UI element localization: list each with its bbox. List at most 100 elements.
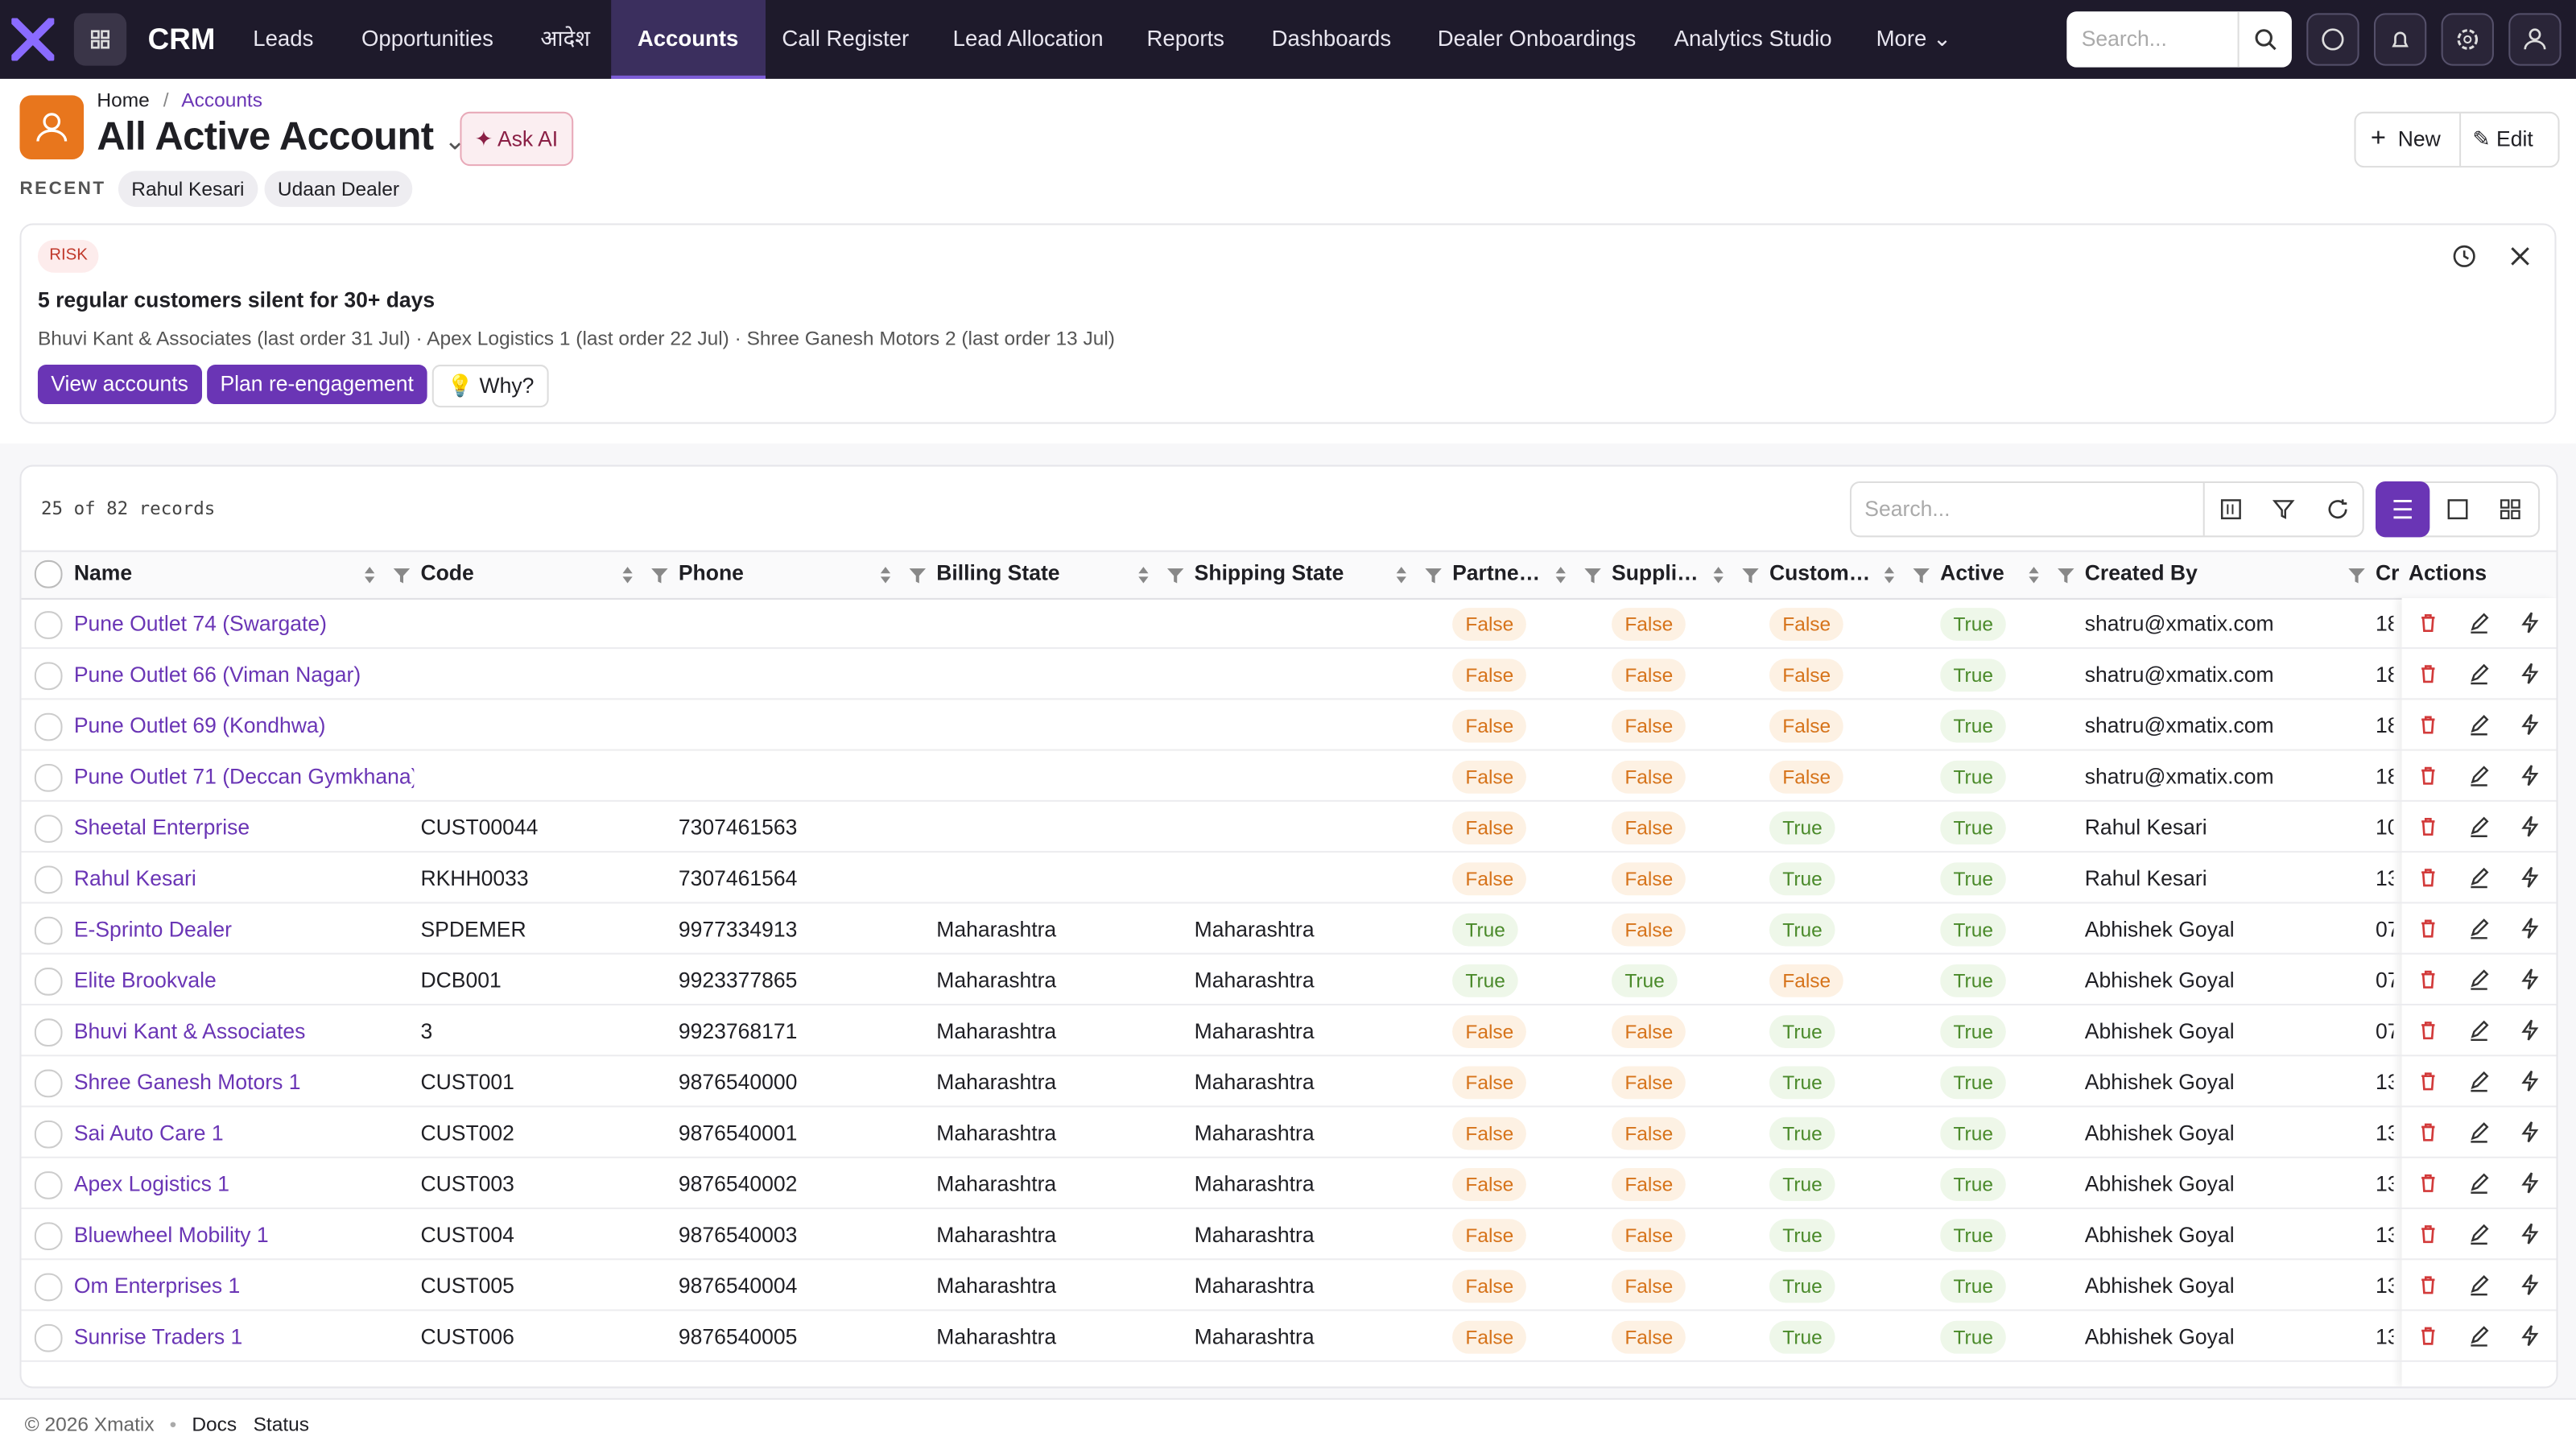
delete-action[interactable] xyxy=(2417,1018,2440,1050)
edit-action[interactable] xyxy=(2467,815,2491,846)
column-header[interactable]: Active xyxy=(1940,559,2004,585)
edit-action[interactable] xyxy=(2467,1070,2491,1101)
account-link[interactable]: Bhuvi Kant & Associates xyxy=(73,1018,306,1043)
edit-action[interactable] xyxy=(2467,1018,2491,1050)
sort-icon[interactable] xyxy=(1395,564,1408,593)
nav-item[interactable]: Call Register xyxy=(782,26,910,52)
delete-action[interactable] xyxy=(2417,1222,2440,1253)
recent-chip[interactable]: Rahul Kesari xyxy=(118,171,258,208)
sort-icon[interactable] xyxy=(879,564,892,593)
delete-action[interactable] xyxy=(2417,611,2440,642)
filter-icon[interactable] xyxy=(1912,564,1930,593)
quick-action[interactable] xyxy=(2519,1171,2542,1203)
sort-icon[interactable] xyxy=(1712,564,1725,593)
snooze-icon[interactable] xyxy=(2451,243,2478,270)
edit-action[interactable] xyxy=(2467,1324,2491,1356)
columns-icon[interactable] xyxy=(2219,497,2243,521)
edit-action[interactable] xyxy=(2467,1274,2491,1305)
delete-action[interactable] xyxy=(2417,1070,2440,1101)
ask-ai-button[interactable]: ✦ Ask AI xyxy=(460,111,573,167)
delete-action[interactable] xyxy=(2417,1171,2440,1203)
crumb[interactable]: Accounts xyxy=(181,89,262,112)
edit-action[interactable] xyxy=(2467,866,2491,898)
column-header[interactable]: Cr xyxy=(2375,559,2400,585)
column-header[interactable]: Custom… xyxy=(1769,559,1871,585)
row-checkbox[interactable] xyxy=(34,662,63,691)
column-header[interactable]: Shipping State xyxy=(1194,559,1344,585)
row-checkbox[interactable] xyxy=(34,1018,63,1046)
delete-action[interactable] xyxy=(2417,1121,2440,1152)
filter-icon[interactable] xyxy=(650,564,668,593)
quick-action[interactable] xyxy=(2519,611,2542,642)
filter-icon[interactable] xyxy=(1741,564,1759,593)
filter-icon[interactable] xyxy=(393,564,411,593)
quick-action[interactable] xyxy=(2519,1121,2542,1152)
table-search[interactable]: Search... xyxy=(1864,496,1951,521)
nav-item[interactable]: Dashboards xyxy=(1271,26,1392,52)
filter-icon[interactable] xyxy=(909,564,927,593)
edit-action[interactable] xyxy=(2467,713,2491,745)
filter-icon[interactable] xyxy=(2272,497,2295,521)
row-checkbox[interactable] xyxy=(34,712,63,741)
chat-button[interactable] xyxy=(2306,13,2359,66)
row-checkbox[interactable] xyxy=(34,1273,63,1302)
filter-icon[interactable] xyxy=(1424,564,1442,593)
account-link[interactable]: Pune Outlet 69 (Kondhwa) xyxy=(73,712,326,738)
quick-action[interactable] xyxy=(2519,1018,2542,1050)
notifications-button[interactable] xyxy=(2373,13,2427,66)
row-checkbox[interactable] xyxy=(34,968,63,996)
column-header[interactable]: Name xyxy=(73,559,133,585)
filter-icon[interactable] xyxy=(1583,564,1601,593)
account-link[interactable]: Sheetal Enterprise xyxy=(73,815,250,840)
quick-action[interactable] xyxy=(2519,917,2542,948)
account-link[interactable]: Pune Outlet 66 (Viman Nagar) xyxy=(73,662,361,687)
column-header[interactable]: Actions xyxy=(2408,559,2487,585)
filter-icon[interactable] xyxy=(1166,564,1184,593)
account-link[interactable]: Bluewheel Mobility 1 xyxy=(73,1222,269,1247)
nav-item[interactable]: आदेश xyxy=(540,26,590,52)
edit-action[interactable] xyxy=(2467,611,2491,642)
delete-action[interactable] xyxy=(2417,764,2440,795)
close-icon[interactable] xyxy=(2508,245,2532,268)
select-all[interactable] xyxy=(34,559,63,588)
column-header[interactable]: Partne… xyxy=(1452,559,1541,585)
quick-action[interactable] xyxy=(2519,713,2542,745)
delete-action[interactable] xyxy=(2417,968,2440,999)
nav-more[interactable]: More ⌄ xyxy=(1876,26,1952,52)
nav-item[interactable]: Analytics Studio xyxy=(1674,26,1832,52)
delete-action[interactable] xyxy=(2417,917,2440,948)
quick-action[interactable] xyxy=(2519,968,2542,999)
plan-button[interactable]: Plan re-engagement xyxy=(207,365,427,405)
sort-icon[interactable] xyxy=(621,564,634,593)
column-header[interactable]: Suppli… xyxy=(1612,559,1699,585)
nav-search[interactable]: Search... xyxy=(2066,11,2292,68)
column-header[interactable]: Code xyxy=(420,559,474,585)
grid-view[interactable] xyxy=(2499,497,2522,521)
account-link[interactable]: E-Sprinto Dealer xyxy=(73,916,232,942)
column-header[interactable]: Created By xyxy=(2084,559,2198,585)
quick-action[interactable] xyxy=(2519,662,2542,693)
edit-action[interactable] xyxy=(2467,1121,2491,1152)
row-checkbox[interactable] xyxy=(34,1120,63,1149)
account-link[interactable]: Sai Auto Care 1 xyxy=(73,1120,224,1146)
sort-icon[interactable] xyxy=(363,564,376,593)
edit-action[interactable] xyxy=(2467,917,2491,948)
row-checkbox[interactable] xyxy=(34,1323,63,1352)
view-accounts-button[interactable]: View accounts xyxy=(37,365,202,405)
delete-action[interactable] xyxy=(2417,866,2440,898)
account-link[interactable]: Pune Outlet 74 (Swargate) xyxy=(73,611,327,636)
quick-action[interactable] xyxy=(2519,866,2542,898)
row-checkbox[interactable] xyxy=(34,611,63,639)
account-link[interactable]: Elite Brookvale xyxy=(73,968,217,993)
account-link[interactable]: Rahul Kesari xyxy=(73,865,196,891)
delete-action[interactable] xyxy=(2417,1274,2440,1305)
sort-icon[interactable] xyxy=(1883,564,1896,593)
delete-action[interactable] xyxy=(2417,815,2440,846)
new-button[interactable]: + New xyxy=(2370,125,2441,153)
footer-link[interactable]: Status xyxy=(253,1413,310,1436)
delete-action[interactable] xyxy=(2417,1324,2440,1356)
account-link[interactable]: Pune Outlet 71 (Deccan Gymkhana) xyxy=(73,763,415,789)
view-title[interactable]: All Active Account ⌄ xyxy=(97,114,466,159)
account-link[interactable]: Apex Logistics 1 xyxy=(73,1171,230,1196)
edit-action[interactable] xyxy=(2467,968,2491,999)
